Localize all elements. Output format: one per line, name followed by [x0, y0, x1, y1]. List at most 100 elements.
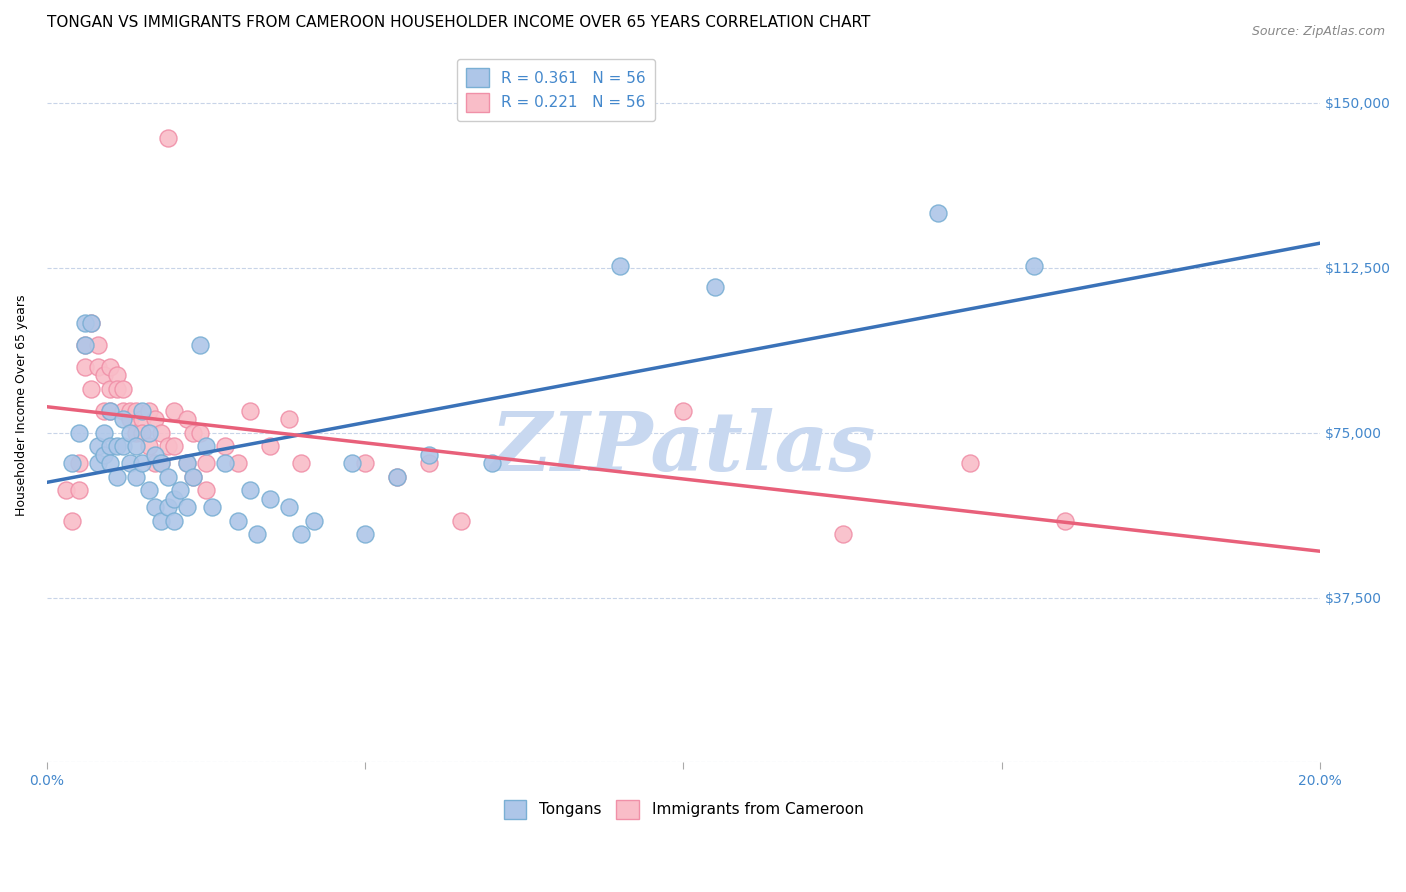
Point: [118, 403, 141, 417]
Point: [1022, 259, 1045, 273]
Point: [354, 457, 377, 471]
Point: [290, 457, 312, 471]
Point: [169, 483, 191, 497]
Point: [385, 469, 408, 483]
Point: [150, 457, 173, 471]
Point: [125, 425, 148, 440]
Point: [704, 280, 727, 294]
Point: [112, 439, 135, 453]
Point: [226, 457, 249, 471]
Point: [150, 425, 173, 440]
Point: [80, 382, 103, 396]
Point: [143, 457, 166, 471]
Point: [156, 469, 179, 483]
Point: [246, 526, 269, 541]
Point: [105, 368, 128, 383]
Text: Source: ZipAtlas.com: Source: ZipAtlas.com: [1251, 25, 1385, 38]
Point: [60, 514, 83, 528]
Point: [86, 337, 108, 351]
Point: [181, 425, 204, 440]
Point: [831, 526, 853, 541]
Point: [105, 382, 128, 396]
Point: [418, 448, 440, 462]
Point: [138, 425, 160, 440]
Point: [194, 457, 217, 471]
Point: [156, 131, 179, 145]
Point: [959, 457, 981, 471]
Point: [239, 403, 262, 417]
Point: [259, 491, 281, 506]
Point: [86, 439, 108, 453]
Point: [239, 483, 262, 497]
Point: [418, 457, 440, 471]
Point: [214, 457, 236, 471]
Point: [118, 457, 141, 471]
Point: [100, 457, 122, 471]
Point: [118, 425, 141, 440]
Point: [176, 457, 198, 471]
Point: [163, 491, 186, 506]
Point: [105, 469, 128, 483]
Point: [73, 337, 96, 351]
Point: [125, 403, 148, 417]
Point: [60, 457, 83, 471]
Point: [131, 412, 153, 426]
Point: [100, 382, 122, 396]
Point: [156, 439, 179, 453]
Point: [67, 483, 90, 497]
Point: [176, 457, 198, 471]
Point: [290, 526, 312, 541]
Point: [131, 425, 153, 440]
Point: [302, 514, 325, 528]
Point: [131, 403, 153, 417]
Point: [481, 457, 503, 471]
Point: [163, 439, 186, 453]
Point: [131, 457, 153, 471]
Point: [194, 439, 217, 453]
Point: [93, 448, 115, 462]
Point: [214, 439, 236, 453]
Point: [100, 403, 122, 417]
Point: [73, 359, 96, 374]
Point: [354, 526, 377, 541]
Point: [138, 439, 160, 453]
Point: [1054, 514, 1077, 528]
Point: [156, 500, 179, 515]
Point: [277, 412, 299, 426]
Y-axis label: Householder Income Over 65 years: Householder Income Over 65 years: [15, 294, 28, 516]
Point: [385, 469, 408, 483]
Point: [55, 483, 77, 497]
Point: [342, 457, 364, 471]
Point: [143, 412, 166, 426]
Point: [188, 425, 211, 440]
Point: [67, 425, 90, 440]
Point: [672, 403, 695, 417]
Point: [100, 359, 122, 374]
Point: [125, 469, 148, 483]
Point: [143, 448, 166, 462]
Point: [112, 403, 135, 417]
Point: [93, 368, 115, 383]
Point: [80, 316, 103, 330]
Point: [73, 316, 96, 330]
Point: [138, 483, 160, 497]
Point: [927, 205, 949, 219]
Point: [181, 469, 204, 483]
Point: [143, 500, 166, 515]
Point: [259, 439, 281, 453]
Point: [194, 483, 217, 497]
Point: [86, 457, 108, 471]
Point: [112, 412, 135, 426]
Point: [80, 316, 103, 330]
Point: [100, 439, 122, 453]
Point: [150, 457, 173, 471]
Point: [176, 500, 198, 515]
Point: [201, 500, 224, 515]
Point: [86, 359, 108, 374]
Point: [73, 337, 96, 351]
Point: [138, 403, 160, 417]
Point: [112, 382, 135, 396]
Point: [450, 514, 472, 528]
Point: [609, 259, 631, 273]
Point: [277, 500, 299, 515]
